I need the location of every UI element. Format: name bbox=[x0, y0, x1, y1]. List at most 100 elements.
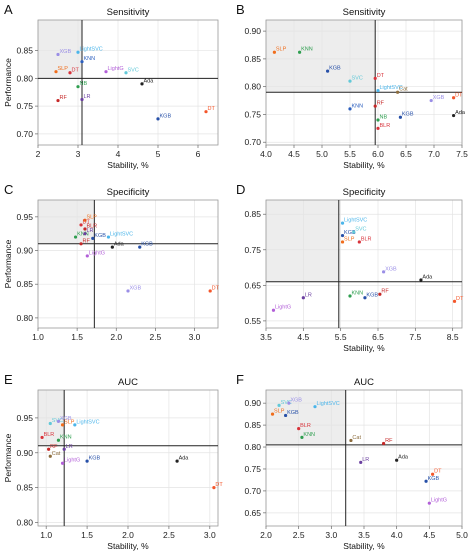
data-point-label: Cat bbox=[352, 435, 361, 441]
data-point bbox=[40, 435, 44, 440]
x-axis-label: Stability, % bbox=[343, 343, 385, 353]
data-point-label: BLR bbox=[300, 423, 311, 429]
data-point-label: LightG bbox=[431, 498, 447, 504]
data-point bbox=[156, 117, 160, 121]
data-point-label: KGB bbox=[402, 112, 414, 118]
x-tick-label: 4.5 bbox=[288, 149, 300, 159]
data-point-label: SLP bbox=[276, 47, 287, 53]
panel-b: B 4.0 4.5 5.0 5.5 6.0 6.5 7.0 7.5 0.70 0.75 0.80 0.8… bbox=[236, 2, 468, 170]
data-point-label: LightG bbox=[89, 250, 105, 256]
x-tick-label: 2 bbox=[36, 149, 41, 159]
data-point bbox=[326, 69, 330, 73]
data-point-label: Ada bbox=[179, 456, 190, 462]
panel-title: Specificity bbox=[343, 187, 386, 198]
panel-title: Sensitivity bbox=[107, 7, 150, 18]
data-point-label: LightSVC bbox=[344, 218, 367, 224]
x-tick-label: 1.5 bbox=[81, 530, 93, 540]
y-axis-label: Performance bbox=[3, 239, 13, 288]
plot-frame bbox=[37, 19, 219, 146]
data-point-label: KGB bbox=[428, 476, 440, 482]
panel-letter: E bbox=[4, 372, 13, 387]
x-tick-label: 8.5 bbox=[447, 332, 459, 342]
x-tick-label: 3.0 bbox=[189, 332, 201, 342]
y-tick-label: 0.85 bbox=[244, 54, 261, 64]
data-point bbox=[110, 245, 114, 249]
data-point bbox=[83, 218, 87, 222]
panel-title: Specificity bbox=[107, 187, 150, 198]
data-point-label: XGB bbox=[60, 416, 72, 422]
data-point bbox=[79, 223, 83, 227]
data-point-label: SLP bbox=[64, 419, 75, 425]
data-point bbox=[76, 50, 80, 54]
data-point bbox=[73, 423, 77, 427]
x-tick-label: 3.0 bbox=[325, 530, 337, 540]
y-tick-label: 0.80 bbox=[244, 82, 261, 92]
data-point-label: LR bbox=[362, 457, 369, 463]
y-axis-label: Performance bbox=[3, 433, 13, 482]
data-point bbox=[80, 97, 84, 102]
data-point bbox=[396, 90, 400, 94]
data-point bbox=[272, 50, 276, 54]
data-point-label: DT bbox=[83, 219, 91, 225]
y-tick-label: 0.65 bbox=[244, 280, 261, 290]
data-point bbox=[297, 427, 301, 431]
data-point bbox=[376, 118, 380, 122]
plot-frame bbox=[37, 199, 219, 329]
data-point-label: SLP bbox=[344, 236, 355, 242]
x-tick-label: 3 bbox=[76, 149, 81, 159]
data-point-label: RF bbox=[83, 238, 91, 244]
data-point bbox=[47, 447, 51, 451]
data-point bbox=[68, 71, 72, 75]
data-point-label: LightG bbox=[64, 458, 80, 464]
x-tick-label: 4 bbox=[116, 149, 121, 159]
data-point-label: BLR bbox=[86, 223, 97, 229]
data-point-label: SVC bbox=[355, 227, 366, 233]
data-point-label: XGB bbox=[60, 49, 72, 55]
x-tick-label: 7.0 bbox=[428, 149, 440, 159]
data-point-label: XGB bbox=[130, 285, 142, 291]
data-point bbox=[73, 235, 78, 239]
y-tick-label: 0.75 bbox=[16, 101, 33, 111]
y-tick-label: 0.75 bbox=[244, 464, 261, 474]
data-point-label: LR bbox=[305, 292, 312, 298]
data-point bbox=[429, 98, 433, 103]
data-point-label: LightSVC bbox=[380, 85, 403, 91]
data-point bbox=[56, 419, 61, 423]
y-tick-label: 0.95 bbox=[16, 212, 33, 222]
data-point bbox=[348, 79, 352, 83]
panel-title: AUC bbox=[118, 377, 138, 388]
data-point-label: SLP bbox=[58, 66, 69, 72]
x-tick-label: 6.0 bbox=[372, 149, 384, 159]
data-point bbox=[106, 235, 111, 239]
data-point bbox=[352, 230, 356, 234]
data-point bbox=[431, 472, 435, 476]
x-axis-label: Stability, % bbox=[107, 160, 149, 170]
data-point-label: NB bbox=[380, 115, 388, 121]
data-point-label: KGB bbox=[141, 242, 153, 248]
x-tick-label: 4.0 bbox=[391, 530, 403, 540]
data-point bbox=[56, 52, 60, 57]
x-tick-label: 2.0 bbox=[110, 332, 122, 342]
data-point bbox=[363, 296, 367, 300]
panel-title: Sensitivity bbox=[343, 7, 386, 18]
data-point bbox=[124, 71, 128, 75]
y-tick-label: 0.80 bbox=[16, 313, 33, 323]
y-tick-label: 0.70 bbox=[16, 129, 33, 139]
data-point-label: LightSVC bbox=[317, 401, 340, 407]
panel-f: F 2.0 2.5 3.0 3.5 4.0 4.5 5.0 0.65 0.70 0.75 0.80 0.… bbox=[236, 372, 468, 551]
top-left-shade bbox=[38, 20, 82, 79]
panel-letter: C bbox=[4, 182, 13, 197]
data-point bbox=[357, 240, 361, 244]
data-point-label: SVC bbox=[352, 76, 363, 82]
y-tick-label: 0.85 bbox=[244, 420, 261, 430]
x-tick-label: 1.0 bbox=[32, 332, 44, 342]
data-point bbox=[398, 115, 402, 119]
y-tick-label: 0.90 bbox=[244, 398, 261, 408]
data-point bbox=[348, 107, 352, 111]
data-point-label: LightG bbox=[275, 305, 291, 311]
data-point-label: DT bbox=[208, 106, 216, 112]
data-point-label: KGB bbox=[287, 410, 299, 416]
data-point-label: DT bbox=[456, 296, 464, 302]
x-tick-label: 7.5 bbox=[456, 149, 468, 159]
data-point bbox=[270, 412, 275, 416]
